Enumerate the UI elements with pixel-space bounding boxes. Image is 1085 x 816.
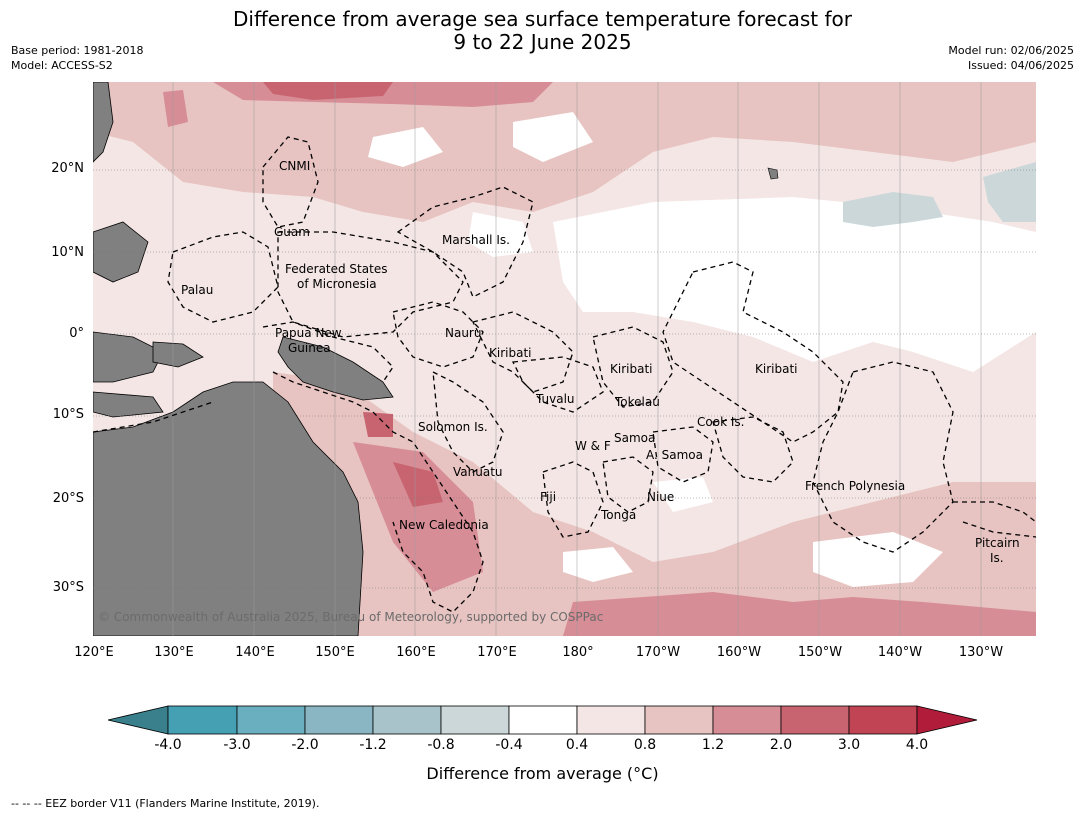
lon-label-150e: 150°E	[315, 645, 355, 660]
model-run: Model run: 02/06/2025	[948, 44, 1074, 57]
colorbar-below-arrow	[107, 705, 169, 735]
lon-label-130w: 130°W	[958, 645, 1004, 660]
place-niue: Niue	[647, 490, 675, 504]
place-kiribati-central: Kiribati	[610, 362, 653, 376]
lat-label-20s: 20°S	[52, 491, 84, 506]
place-fiji: Fiji	[540, 490, 557, 504]
map-canvas	[93, 82, 1036, 636]
lon-label-170w: 170°W	[635, 645, 681, 660]
colorbar-tick-5: -0.8	[427, 737, 455, 753]
colorbar-tick-6: -0.4	[495, 737, 523, 753]
lat-label-0: 0°	[69, 326, 84, 341]
colorbar-bin-10	[780, 705, 850, 735]
colorbar-tick-11: 3.0	[837, 737, 861, 753]
lon-label-140w: 140°W	[877, 645, 923, 660]
title-line-2: 9 to 22 June 2025	[453, 30, 632, 54]
colorbar-tick-1: -4.0	[154, 737, 182, 753]
place-nauru: Nauru	[445, 326, 482, 340]
chart-title: Difference from average sea surface temp…	[0, 8, 1085, 54]
colorbar-bin-11	[848, 705, 918, 735]
lon-label-170e: 170°E	[477, 645, 517, 660]
lon-label-130e: 130°E	[154, 645, 194, 660]
place-vanuatu: Vanuatu	[453, 465, 503, 479]
colorbar-bin-4	[372, 705, 442, 735]
lon-label-150w: 150°W	[797, 645, 843, 660]
colorbar-label: Difference from average (°C)	[426, 764, 659, 783]
colorbar-bin-9	[712, 705, 782, 735]
colorbar-tick-3: -2.0	[291, 737, 319, 753]
colorbar-bin-7	[576, 705, 646, 735]
lat-label-10s: 10°S	[52, 407, 84, 422]
colorbar-tick-9: 1.2	[701, 737, 725, 753]
base-period: Base period: 1981-2018	[11, 44, 144, 57]
place-guam: Guam	[274, 225, 310, 239]
lon-label-160e: 160°E	[396, 645, 436, 660]
place-american-samoa: A. Samoa	[646, 448, 703, 462]
place-solomon-islands: Solomon Is.	[418, 420, 488, 434]
place-pitcairn-line1: Pitcairn	[975, 536, 1020, 550]
place-cnmi: CNMI	[279, 159, 311, 173]
place-kiribati-east: Kiribati	[755, 362, 798, 376]
sst-map	[93, 82, 1036, 636]
place-new-caledonia: New Caledonia	[399, 518, 489, 532]
colorbar-tick-10: 2.0	[769, 737, 793, 753]
colorbar-bin-3	[304, 705, 374, 735]
lon-label-180: 180°	[562, 645, 594, 660]
lon-label-120e: 120°E	[74, 645, 114, 660]
lat-label-10n: 10°N	[51, 245, 84, 260]
place-tokelau: Tokelau	[615, 395, 660, 409]
place-pitcairn-line2: Is.	[990, 551, 1004, 565]
colorbar-tick-4: -1.2	[359, 737, 387, 753]
place-png-line1: Papua New	[275, 326, 342, 340]
place-marshall-islands: Marshall Is.	[442, 233, 510, 247]
colorbar-bin-2	[236, 705, 306, 735]
issued-date: Issued: 04/06/2025	[967, 59, 1074, 72]
place-tonga: Tonga	[601, 508, 637, 522]
colorbar-tick-12: 4.0	[905, 737, 929, 753]
place-wallis-futuna: W & F	[575, 439, 611, 453]
lon-label-140e: 140°E	[235, 645, 275, 660]
title-line-1: Difference from average sea surface temp…	[232, 7, 852, 31]
colorbar-above-arrow	[916, 705, 978, 735]
colorbar-bin-8	[644, 705, 714, 735]
copyright-notice: © Commonwealth of Australia 2025, Bureau…	[98, 610, 604, 624]
place-fsm-line2: of Micronesia	[297, 277, 377, 291]
model-name: Model: ACCESS-S2	[11, 59, 113, 72]
colorbar-tick-7: 0.4	[565, 737, 589, 753]
place-png-line2: Guinea	[288, 341, 331, 355]
lat-label-30s: 30°S	[52, 580, 84, 595]
lat-label-20n: 20°N	[51, 161, 84, 176]
colorbar-bin-5	[440, 705, 510, 735]
place-tuvalu: Tuvalu	[536, 392, 575, 406]
colorbar-graphic	[107, 705, 978, 735]
place-cook-islands: Cook Is.	[697, 415, 745, 429]
colorbar-bin-6	[508, 705, 578, 735]
place-kiribati-west: Kiribati	[489, 346, 532, 360]
colorbar	[0, 700, 1085, 760]
place-fsm-line1: Federated States	[285, 262, 388, 276]
place-palau: Palau	[181, 283, 214, 297]
place-french-polynesia: French Polynesia	[805, 479, 906, 493]
meta-right: Model run: 02/06/2025 Issued: 04/06/2025	[948, 43, 1074, 73]
place-samoa: Samoa	[614, 431, 656, 445]
lon-label-160w: 160°W	[716, 645, 762, 660]
colorbar-tick-8: 0.8	[633, 737, 657, 753]
colorbar-bin-1	[167, 705, 238, 735]
colorbar-tick-2: -3.0	[223, 737, 251, 753]
meta-left: Base period: 1981-2018 Model: ACCESS-S2	[11, 43, 143, 73]
eez-footnote: -- -- -- EEZ border V11 (Flanders Marine…	[11, 797, 320, 810]
